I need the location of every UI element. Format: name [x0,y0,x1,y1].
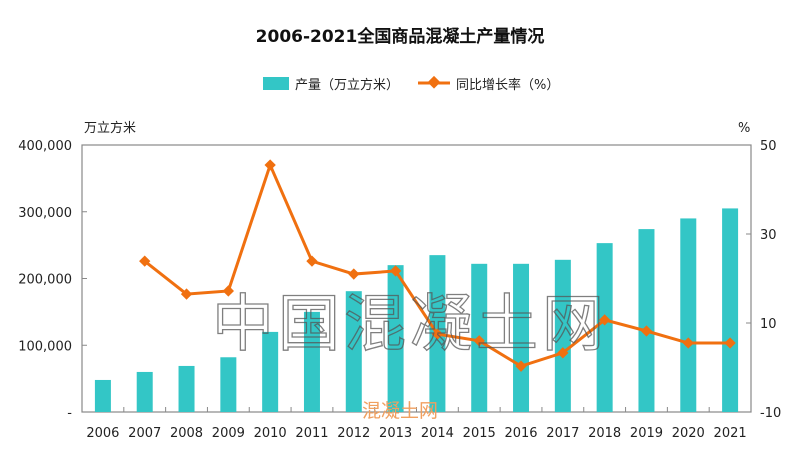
growth-point-2014 [431,328,444,340]
left-tick-label: - [67,406,72,421]
right-tick-label: 30 [760,228,777,243]
growth-point-2007 [139,255,151,267]
bar-2016 [513,263,530,412]
growth-point-2018 [598,314,611,326]
growth-point-2011 [306,255,318,267]
growth-point-2020 [682,337,694,349]
x-tick-label: 2009 [212,426,245,441]
growth-point-2012 [348,268,360,280]
legend-bar-label: 产量（万立方米） [295,77,399,93]
x-tick-label: 2006 [86,426,119,441]
x-tick-label: 2015 [463,426,496,441]
bar-2008 [178,365,195,412]
right-tick-label: 10 [760,317,777,332]
growth-point-2017 [557,347,569,359]
legend-line-label: 同比增长率（%） [456,77,559,93]
growth-point-2019 [640,325,653,337]
watermark-main: 中国混凝土网 [212,287,608,360]
left-tick-label: 400,000 [18,139,72,154]
x-tick-label: 2019 [630,426,663,441]
x-tick-label: 2008 [170,426,203,441]
legend: 产量（万立方米） 同比增长率（%） [263,75,559,93]
bar-2012 [345,291,362,412]
right-tick-label: -10 [760,406,781,421]
legend-line-marker [427,75,441,89]
x-tick-label: 2021 [714,426,747,441]
bar-2013 [387,265,404,412]
bar-2017 [554,259,571,412]
x-tick-label: 2020 [672,426,705,441]
x-tick-label: 2007 [128,426,161,441]
bar-2009 [220,357,237,412]
chart-title: 2006-2021全国商品混凝土产量情况 [256,26,545,47]
bar-2020 [680,218,697,412]
left-tick-label: 100,000 [18,339,72,354]
growth-point-2009 [222,285,235,297]
x-tick-label: 2013 [379,426,412,441]
right-axis-label: % [738,121,750,136]
watermark-small: 混凝土网 [362,400,438,422]
bar-2018 [596,243,613,412]
bar-2019 [638,229,655,412]
left-tick-label: 200,000 [18,273,72,288]
x-tick-label: 2018 [588,426,621,441]
growth-point-2013 [389,265,402,277]
bar-2011 [303,311,320,412]
left-tick-label: 300,000 [18,206,72,221]
bar-2006 [94,379,111,412]
growth-point-2015 [473,335,485,347]
bar-2007 [136,371,153,412]
x-tick-label: 2012 [337,426,370,441]
x-tick-label: 2011 [295,426,328,441]
right-tick-label: 50 [760,139,777,154]
legend-bar-swatch [263,77,289,90]
left-axis-label: 万立方米 [84,120,136,136]
x-tick-label: 2014 [421,426,454,441]
x-tick-label: 2017 [546,426,579,441]
x-tick-label: 2010 [254,426,287,441]
growth-point-2010 [264,159,276,171]
growth-point-2016 [515,360,527,372]
growth-point-2021 [724,337,736,349]
bar-2021 [722,208,739,412]
x-tick-label: 2016 [504,426,537,441]
growth-point-2008 [180,288,193,300]
bar-2010 [262,331,279,412]
